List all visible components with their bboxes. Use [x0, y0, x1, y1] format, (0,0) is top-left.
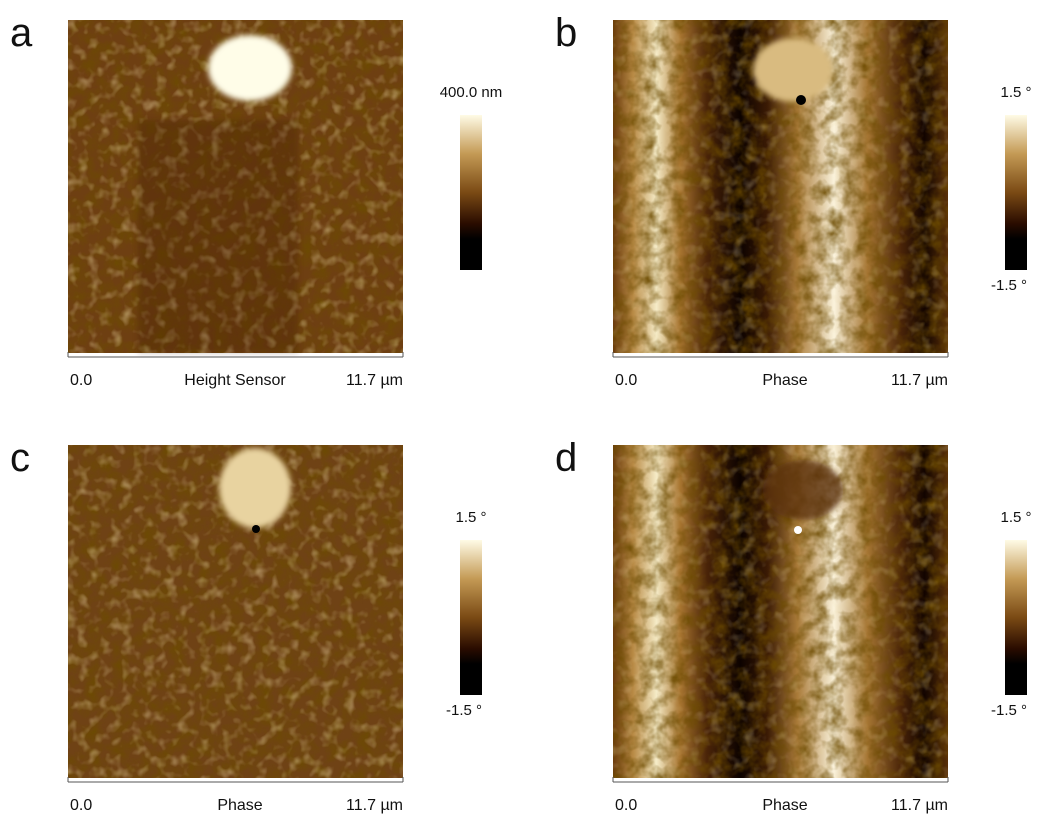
- panel-letter: d: [555, 436, 577, 480]
- axis-end: 11.7 µm: [346, 797, 403, 814]
- particle: [219, 448, 291, 528]
- panel-letter: b: [555, 11, 577, 55]
- panel: a 0.0 Height Sensor 11.7 µm 400.0 nm: [10, 11, 502, 389]
- colorbar: [1005, 115, 1027, 270]
- axis-end: 11.7 µm: [346, 372, 403, 389]
- colorbar: [1005, 540, 1027, 695]
- panel: c 0.0 Phase 11.7 µm 1.5 ° -1.5 °: [10, 436, 487, 814]
- scale-max: 1.5 °: [1000, 84, 1031, 101]
- colorbar: [460, 540, 482, 695]
- axis-start: 0.0: [615, 372, 637, 389]
- scale-max: 400.0 nm: [440, 84, 503, 101]
- scale-min: -1.5 °: [991, 702, 1027, 719]
- dark-band: [138, 120, 298, 353]
- afm-image: [613, 445, 948, 778]
- panel-letter: a: [10, 11, 33, 55]
- afm-image: [613, 20, 948, 353]
- afm-image: [68, 445, 403, 778]
- channel-label: Phase: [762, 372, 807, 389]
- particle: [763, 460, 843, 520]
- panel: b 0.0 Phase 11.7 µm 1.5 ° -1.5 °: [555, 11, 1032, 389]
- defect: [794, 526, 802, 534]
- particle: [208, 35, 292, 101]
- channel-label: Phase: [217, 797, 262, 814]
- defect: [252, 525, 260, 533]
- panel: d 0.0 Phase 11.7 µm 1.5 ° -1.5 °: [555, 436, 1032, 814]
- scale-min: -1.5 °: [446, 702, 482, 719]
- afm-image: [68, 20, 403, 353]
- axis-start: 0.0: [70, 797, 92, 814]
- defect: [796, 95, 806, 105]
- panel-letter: c: [10, 436, 30, 480]
- particle: [753, 38, 833, 102]
- channel-label: Phase: [762, 797, 807, 814]
- scale-max: 1.5 °: [455, 509, 486, 526]
- axis-end: 11.7 µm: [891, 372, 948, 389]
- channel-label: Height Sensor: [184, 372, 286, 389]
- scale-min: -1.5 °: [991, 277, 1027, 294]
- axis-end: 11.7 µm: [891, 797, 948, 814]
- scale-max: 1.5 °: [1000, 509, 1031, 526]
- axis-start: 0.0: [615, 797, 637, 814]
- colorbar: [460, 115, 482, 270]
- axis-start: 0.0: [70, 372, 92, 389]
